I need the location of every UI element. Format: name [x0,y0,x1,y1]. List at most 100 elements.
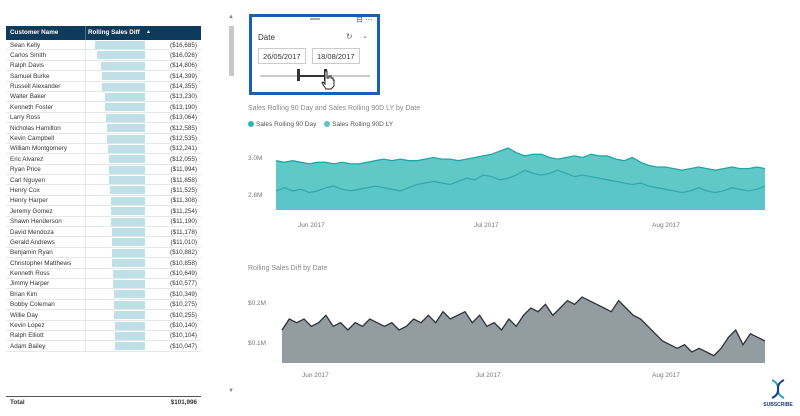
customer-name-cell: David Mendoza [10,228,54,236]
scroll-thumb[interactable] [229,26,234,76]
table-row[interactable]: Bobby Coleman ($10,275) [6,299,201,311]
column-divider [85,258,86,269]
customer-name-cell: Bobby Coleman [10,301,55,309]
x-tick-label: Jul 2017 [474,222,499,229]
series-line-0 [275,147,766,171]
legend-dot-icon [324,121,331,128]
rolling-sales-diff-cell: ($11,858) [170,176,198,184]
rolling-sales-diff-cell: ($16,685) [170,41,197,49]
table-scrollbar[interactable]: ▲ ▼ [228,14,235,398]
column-divider [85,237,86,248]
rolling-sales-diff-cell: ($11,525) [170,186,198,194]
legend-item-sales-rolling-90-day[interactable]: Sales Rolling 90 Day [248,121,316,128]
drag-handle-icon[interactable] [310,18,320,20]
series-area-0[interactable] [282,297,765,363]
table-row[interactable]: Henry Harper ($11,308) [6,195,201,207]
column-header-customer-name[interactable]: Customer Name [10,29,59,36]
customer-name-cell: Ryan Price [10,166,41,174]
data-bar [110,186,145,195]
table-row[interactable]: Eric Alvarez ($12,055) [6,154,201,165]
table-row[interactable]: Christopher Matthews ($10,858) [6,258,201,269]
customer-name-cell: Kenneth Foster [10,103,54,111]
rolling-sales-diff-cell: ($10,882) [170,249,197,257]
sales-rolling-area-chart[interactable]: 3.0M 2.8M Jun 2017 Jul 2017 Aug 2017 [240,130,780,235]
rolling-sales-diff-cell: ($11,190) [170,218,198,226]
column-divider [85,227,86,238]
start-slider-handle[interactable] [297,69,300,81]
total-value: $101,996 [170,399,197,406]
table-row[interactable]: Sean Kelly ($16,685) [6,40,201,51]
column-divider [85,123,86,134]
table-row[interactable]: Larry Ross ($13,064) [6,112,201,124]
data-bar [100,61,145,70]
customer-name-cell: Ralph Elliott [10,332,44,340]
customer-name-cell: Eric Alvarez [10,155,44,163]
data-bar [111,228,145,237]
table-row[interactable]: Ryan Price ($11,994) [6,164,201,176]
table-row[interactable]: Gerald Andrews ($11,010) [6,237,201,248]
table-row[interactable]: Carl Nguyen ($11,858) [6,175,201,186]
table-row[interactable]: Shawn Henderson ($11,190) [6,216,201,228]
table-row[interactable]: Russell Alexander ($14,355) [6,81,201,92]
more-options-icon[interactable]: ⊟ ··· [356,15,373,24]
series-area-1[interactable] [276,170,765,210]
column-divider [85,268,86,279]
rolling-sales-diff-cell: ($11,178) [170,228,198,236]
table-row[interactable]: Kevin Lopez ($10,140) [6,320,201,331]
data-bar [111,217,145,226]
customer-name-cell: Carl Nguyen [10,176,45,184]
table-row[interactable]: Samuel Burke ($14,399) [6,71,201,82]
table-row[interactable]: Henry Cox ($11,525) [6,185,201,196]
column-divider [85,247,86,258]
data-bar [114,342,145,351]
column-divider [85,102,86,113]
subscribe-badge[interactable]: SUBSCRIBE [758,378,798,412]
data-bar [114,331,145,340]
chevron-down-icon[interactable]: ⌄ [362,33,368,40]
reset-icon[interactable]: ↻ [346,32,353,41]
date-range-fill [298,75,326,77]
customer-name-cell: Willie Day [10,311,38,319]
customer-name-cell: Walter Baker [10,93,47,101]
start-date-input[interactable]: 26/05/2017 [258,48,306,64]
table-row[interactable]: William Montgomery ($12,241) [6,143,201,155]
table-row[interactable]: Nicholas Hamilton ($12,585) [6,123,201,134]
sort-ascending-icon[interactable]: ▲ [146,29,151,35]
customer-name-cell: Sean Kelly [10,41,41,49]
scroll-up-icon[interactable]: ▲ [228,14,234,20]
table-row[interactable]: Jimmy Harper ($10,577) [6,278,201,290]
table-row[interactable]: Walter Baker ($13,230) [6,91,201,103]
header-divider [85,26,86,40]
table-row[interactable]: Carlos Smith ($16,026) [6,50,201,61]
scroll-down-icon[interactable]: ▼ [228,388,234,394]
data-bar [108,155,145,164]
table-row[interactable]: Kevin Campbell ($12,535) [6,133,201,144]
table-row[interactable]: David Mendoza ($11,178) [6,227,201,238]
rolling-sales-diff-cell: ($16,026) [170,51,197,59]
rolling-sales-diff-area-chart[interactable]: $0.2M $0.1M Jun 2017 Jul 2017 Aug 2017 [240,278,780,383]
date-slicer[interactable]: ⊟ ··· Date ↻ ⌄ 26/05/2017 18/08/2017 [249,14,380,95]
rolling-sales-diff-cell: ($13,230) [170,93,197,101]
data-bar [105,113,145,122]
hand-pointer-icon [321,70,335,90]
column-divider [85,320,86,331]
table-row[interactable]: Willie Day ($10,255) [6,310,201,321]
x-tick-label: Jun 2017 [302,372,329,379]
table-row[interactable]: Ralph Davis ($14,806) [6,60,201,72]
table-row[interactable]: Adam Bailey ($10,047) [6,341,201,352]
table-row[interactable]: Benjamin Ryan ($10,882) [6,247,201,259]
table-row[interactable]: Brian Kim ($10,349) [6,289,201,300]
table-row[interactable]: Ralph Elliott ($10,104) [6,330,201,342]
rolling-sales-diff-cell: ($10,649) [170,270,197,278]
customer-table: Customer Name Rolling Sales Diff ▲ Sean … [6,26,201,408]
legend-item-sales-rolling-90d-ly[interactable]: Sales Rolling 90D LY [324,121,393,128]
column-header-rolling-sales-diff[interactable]: Rolling Sales Diff [88,29,140,36]
table-row[interactable]: Kenneth Foster ($13,190) [6,102,201,113]
table-row[interactable]: Jeremy Gomez ($11,254) [6,206,201,217]
column-divider [85,91,86,102]
data-bar [108,144,145,153]
data-bar [95,41,145,49]
table-row[interactable]: Kenneth Ross ($10,649) [6,268,201,279]
customer-name-cell: Carlos Smith [10,51,47,59]
end-date-input[interactable]: 18/08/2017 [312,48,360,64]
